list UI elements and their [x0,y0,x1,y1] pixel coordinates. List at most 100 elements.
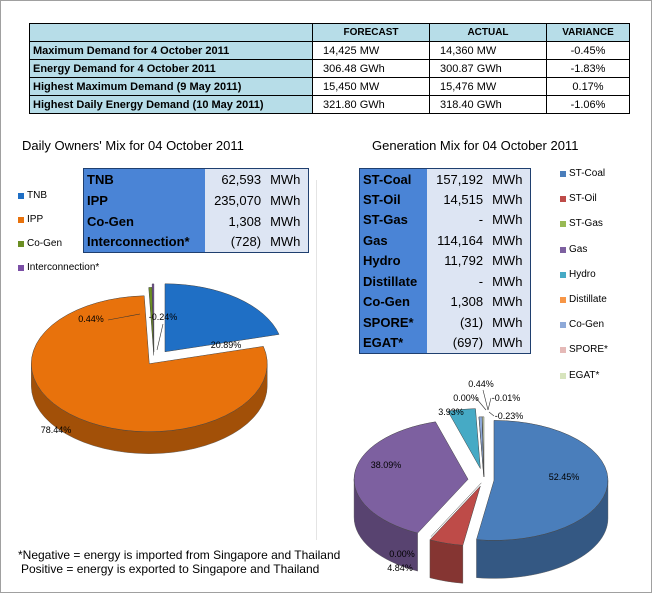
legend-label: Co-Gen [27,238,63,249]
pie-slice-tnb [164,283,280,353]
owner-value: 62,593 [205,168,265,190]
owners-mix-title: Daily Owners' Mix for 04 October 2011 [22,138,244,153]
legend-label: Gas [569,243,588,255]
gen-value: - [427,209,487,230]
legend-swatch [560,372,566,379]
gen-name: EGAT* [359,332,428,353]
row-actual: 15,476 MW [429,77,547,96]
owner-unit: MWh [264,231,309,253]
data-label: 4.84% [387,563,413,573]
pie-slice-hydro [447,408,481,469]
table-row: Maximum Demand for 4 October 2011 14,425… [29,41,630,60]
legend-label: ST-Oil [569,193,597,205]
data-label: -0.24% [149,312,178,322]
pie-slice-ipp [31,295,268,432]
gen-name: ST-Coal [359,168,428,189]
owner-unit: MWh [264,210,309,232]
gen-unit: MWh [486,250,531,271]
table-row: Co-Gen 1,308 MWh [83,210,309,232]
header-actual: ACTUAL [429,23,547,42]
owner-value: 235,070 [205,189,265,211]
table-row: ST-Gas - MWh [359,209,531,230]
pie-slice-gas [353,421,469,534]
owner-name: IPP [83,189,206,211]
data-label: 0.44% [468,379,494,389]
generation-pie-chart: 52.45% 4.84% 0.00% 38.09% 3.93% 0.00% 0.44% -0.… [353,379,609,584]
gen-unit: MWh [486,291,531,312]
gen-unit: MWh [486,168,531,189]
data-label: 0.00% [389,549,415,559]
gen-unit: MWh [486,189,531,210]
legend-label: Hydro [569,268,596,280]
table-row: EGAT* (697) MWh [359,332,531,353]
leader-line [487,397,492,411]
owners-pie-chart: 20.89% 78.44% 0.44% -0.24% [31,283,280,454]
table-row: IPP 235,070 MWh [83,189,309,211]
legend-swatch [18,241,24,247]
pie-slice-st-coal [476,420,609,541]
pie-slice-st-oil [429,485,481,546]
leader-line [482,389,489,411]
row-actual: 318.40 GWh [429,95,547,114]
legend-label: SPORE* [569,344,608,356]
leader-line [475,397,487,411]
legend-swatch [560,347,566,354]
data-label: 20.89% [211,340,242,350]
row-actual: 300.87 GWh [429,59,547,78]
legend-swatch [560,171,566,177]
generation-mix-title: Generation Mix for 04 October 2011 [372,138,579,153]
legend-swatch [560,246,566,253]
legend-label: Co-Gen [569,319,605,331]
legend-label: EGAT* [569,369,600,381]
demand-summary-table: FORECAST ACTUAL VARIANCE Maximum Demand … [29,23,630,114]
gen-value: 14,515 [427,189,487,210]
owner-name: TNB [83,168,206,190]
data-label: -0.01% [492,393,521,403]
legend-swatch [560,221,566,228]
table-row: Co-Gen 1,308 MWh [359,291,531,312]
section-divider [316,180,317,540]
data-label: 0.00% [453,393,479,403]
table-row: Distillate - MWh [359,271,531,292]
pie-slice-egat [482,416,485,477]
legend-swatch [560,196,566,203]
gen-name: SPORE* [359,312,428,333]
footnote-positive: Positive = energy is exported to Singapo… [21,562,320,576]
gen-name: ST-Gas [359,209,428,230]
generation-legend: ST-Coal ST-Oil ST-Gas Gas Hydro Distillate Co-… [560,168,640,388]
footnote-negative: *Negative = energy is imported from Sing… [18,548,341,562]
table-row: TNB 62,593 MWh [83,168,309,190]
table-row: Highest Maximum Demand (9 May 2011) 15,4… [29,77,630,96]
data-label: -0.23% [495,411,524,421]
table-row: Highest Daily Energy Demand (10 May 2011… [29,95,630,114]
gen-value: 1,308 [427,291,487,312]
row-variance: -1.83% [546,59,630,78]
row-forecast: 15,450 MW [312,77,430,96]
legend-label: ST-Coal [569,168,606,179]
legend-swatch [560,322,566,329]
data-label: 78.44% [41,425,72,435]
owner-unit: MWh [264,189,309,211]
pie-slice-st-gas [430,482,482,537]
header-forecast: FORECAST [312,23,430,42]
legend-swatch [560,271,566,278]
row-forecast: 321.80 GWh [312,95,430,114]
owners-mix-table: TNB 62,593 MWh IPP 235,070 MWh Co-Gen 1,… [83,168,309,253]
legend-label: IPP [27,214,44,225]
data-label: 52.45% [549,472,580,482]
gen-value: 11,792 [427,250,487,271]
gen-value: (31) [427,312,487,333]
legend-label: ST-Gas [569,218,603,230]
gen-name: Co-Gen [359,291,428,312]
gen-value: - [427,271,487,292]
gen-name: Gas [359,230,428,251]
header-blank [29,23,313,42]
generation-mix-table: ST-Coal 157,192 MWh ST-Oil 14,515 MWh ST-Gas… [359,168,531,354]
legend-swatch [560,297,566,303]
data-label: 0.44% [78,314,104,324]
gen-unit: MWh [486,271,531,292]
gen-name: ST-Oil [359,189,428,210]
table-row: Interconnection* (728) MWh [83,231,309,253]
gen-unit: MWh [486,209,531,230]
gen-name: Hydro [359,250,428,271]
